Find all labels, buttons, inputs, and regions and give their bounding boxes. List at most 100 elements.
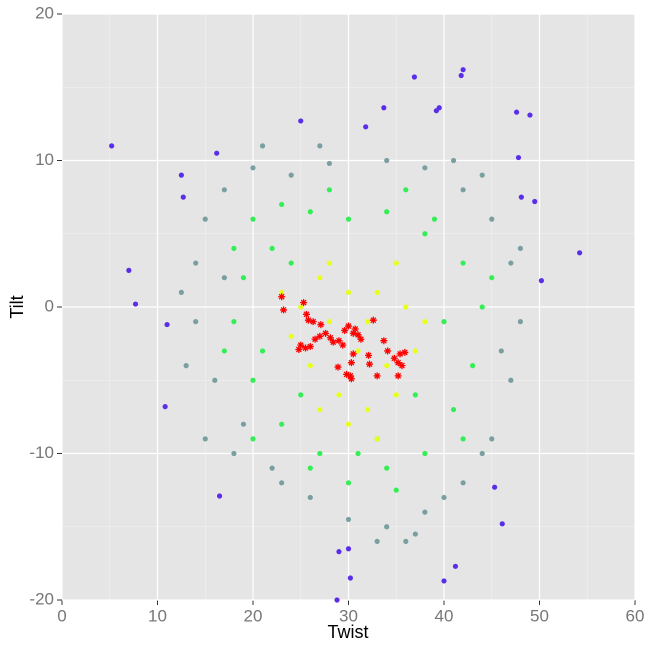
point bbox=[577, 250, 583, 256]
point bbox=[178, 289, 184, 295]
point bbox=[422, 509, 428, 515]
point bbox=[345, 289, 352, 295]
star-point bbox=[396, 350, 404, 358]
point bbox=[317, 275, 323, 281]
point bbox=[298, 118, 304, 124]
point bbox=[162, 404, 168, 410]
point bbox=[470, 363, 476, 369]
star-point bbox=[390, 354, 398, 362]
star-point bbox=[343, 370, 351, 378]
point bbox=[498, 348, 504, 354]
point bbox=[269, 245, 275, 251]
star-point bbox=[384, 347, 392, 355]
point bbox=[479, 304, 485, 310]
star-point bbox=[306, 343, 314, 351]
star-point bbox=[335, 337, 343, 345]
point bbox=[298, 304, 304, 310]
point bbox=[365, 319, 371, 325]
x-tick-label: 0 bbox=[57, 606, 66, 625]
point bbox=[317, 450, 323, 457]
star-point bbox=[354, 331, 362, 339]
point bbox=[269, 465, 275, 471]
star-point bbox=[401, 348, 409, 356]
star-point bbox=[369, 316, 377, 324]
y-tick-label: 0 bbox=[45, 296, 54, 315]
point bbox=[412, 531, 418, 537]
point bbox=[479, 450, 485, 457]
point bbox=[109, 143, 115, 149]
star-point bbox=[334, 363, 342, 371]
point bbox=[355, 450, 361, 457]
point bbox=[489, 216, 495, 222]
point bbox=[422, 231, 428, 237]
point bbox=[326, 319, 332, 325]
point bbox=[180, 194, 186, 200]
point bbox=[384, 363, 390, 369]
point bbox=[193, 260, 199, 266]
point bbox=[288, 260, 294, 266]
point bbox=[345, 480, 352, 486]
point bbox=[518, 194, 524, 200]
point bbox=[365, 406, 371, 413]
point bbox=[412, 392, 418, 398]
x-tick-label: 10 bbox=[148, 606, 167, 625]
x-tick-label: 30 bbox=[339, 606, 358, 625]
star-point bbox=[346, 372, 354, 380]
star-point bbox=[341, 326, 349, 334]
star-point bbox=[302, 344, 310, 352]
point bbox=[183, 363, 189, 369]
point bbox=[374, 538, 380, 545]
star-point bbox=[365, 351, 373, 359]
x-tick-label: 20 bbox=[244, 606, 263, 625]
point bbox=[422, 165, 428, 171]
point bbox=[178, 172, 184, 178]
point bbox=[317, 406, 323, 413]
point bbox=[499, 521, 505, 527]
point bbox=[259, 348, 266, 354]
star-point bbox=[380, 337, 388, 345]
point bbox=[345, 421, 352, 427]
x-tick-label: 40 bbox=[435, 606, 454, 625]
star-point bbox=[322, 329, 330, 337]
star-point bbox=[311, 335, 319, 343]
star-point bbox=[349, 350, 357, 358]
point bbox=[307, 465, 313, 471]
point bbox=[345, 216, 352, 222]
point bbox=[374, 436, 380, 442]
point bbox=[384, 465, 390, 471]
y-tick-label: -10 bbox=[29, 443, 54, 462]
point bbox=[345, 516, 352, 523]
star-point bbox=[309, 318, 317, 326]
star-point bbox=[347, 359, 355, 367]
star-point bbox=[366, 360, 374, 368]
point bbox=[513, 109, 520, 115]
star-point bbox=[394, 372, 402, 380]
point bbox=[250, 377, 256, 383]
point bbox=[202, 436, 208, 442]
point bbox=[492, 484, 498, 490]
point bbox=[279, 289, 285, 295]
point bbox=[403, 538, 409, 545]
star-point bbox=[339, 341, 347, 349]
star-point bbox=[349, 329, 357, 337]
point bbox=[334, 597, 340, 603]
point bbox=[288, 172, 294, 178]
point bbox=[422, 450, 428, 457]
x-axis-label: Twist bbox=[327, 622, 368, 642]
point bbox=[538, 278, 545, 284]
star-point bbox=[398, 362, 406, 370]
star-point bbox=[317, 321, 325, 329]
point bbox=[384, 157, 390, 164]
point bbox=[460, 436, 466, 442]
star-point bbox=[329, 338, 337, 346]
point bbox=[460, 480, 466, 486]
point bbox=[279, 421, 285, 427]
point bbox=[126, 267, 132, 273]
x-tick-label: 60 bbox=[626, 606, 645, 625]
point bbox=[374, 289, 380, 295]
point bbox=[384, 524, 390, 530]
point bbox=[221, 348, 227, 354]
y-tick-label: 20 bbox=[35, 3, 54, 22]
star-point bbox=[357, 335, 365, 343]
x-tick-label: 50 bbox=[530, 606, 549, 625]
